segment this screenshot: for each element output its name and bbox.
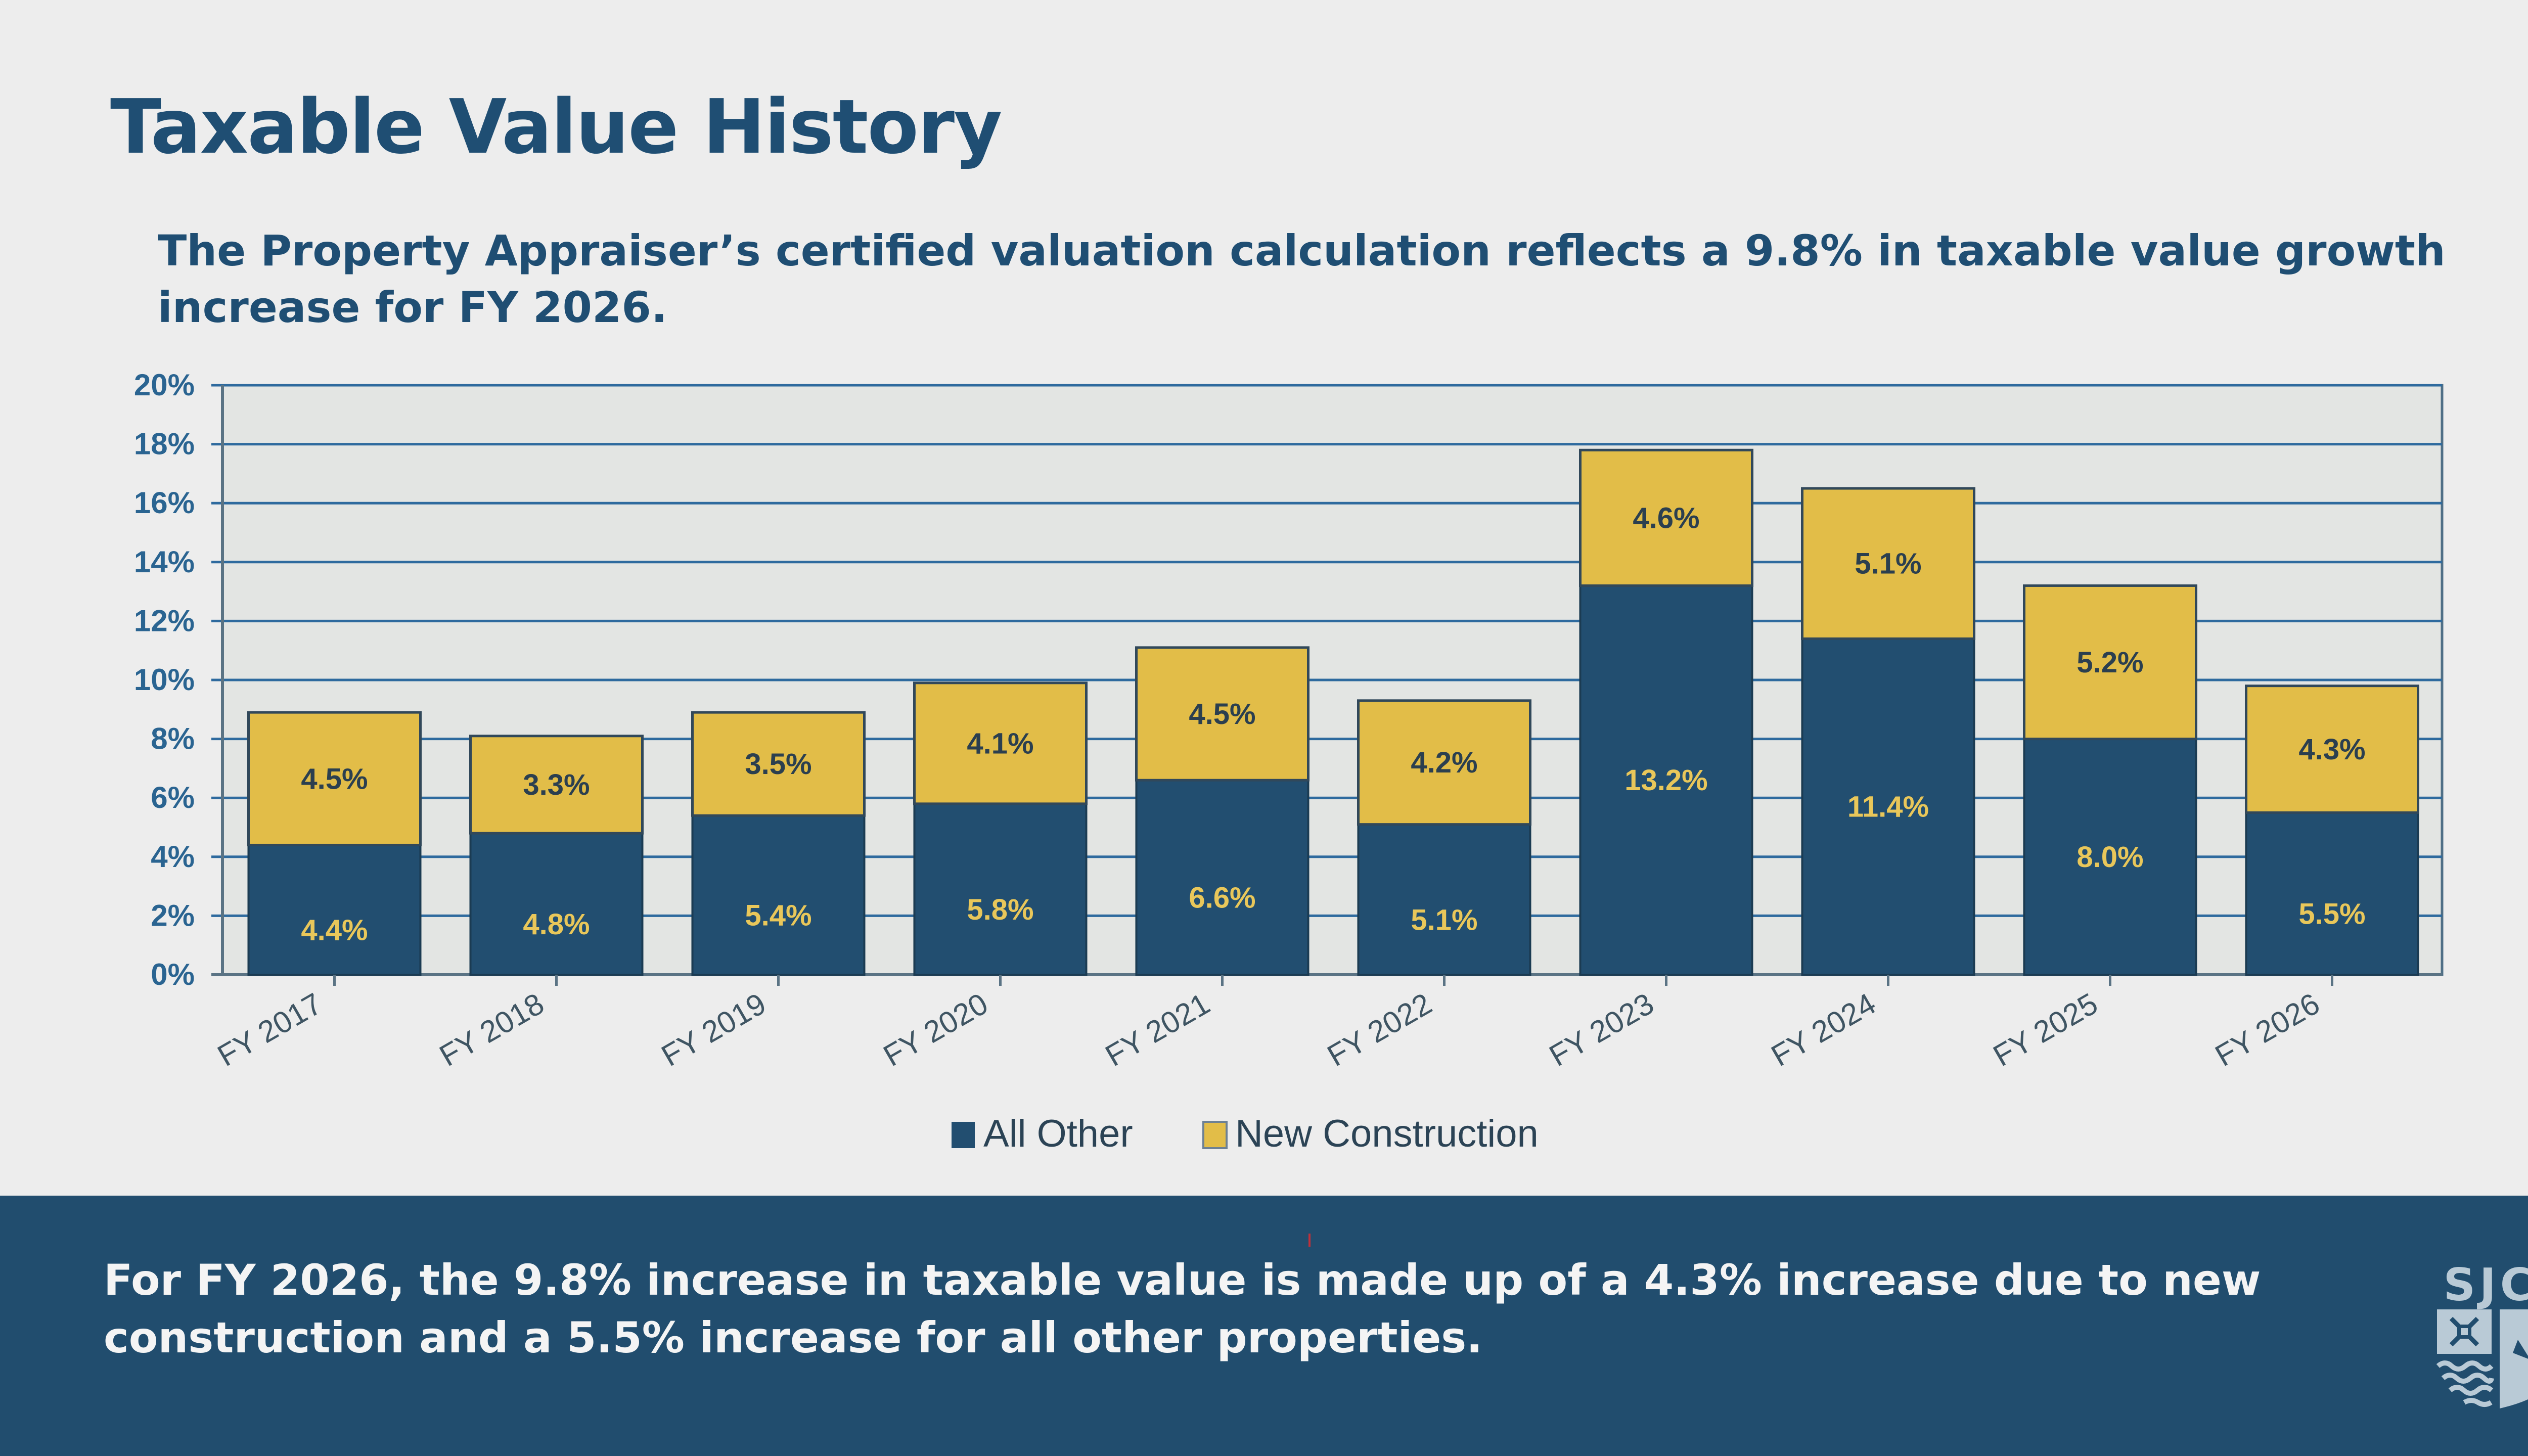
x-tick-label: FY 2019: [656, 986, 772, 1073]
data-label-all-other: 5.1%: [1411, 903, 1477, 936]
logo-text: SJC: [2443, 1259, 2528, 1311]
data-label-new-construction: 4.3%: [2298, 733, 2365, 766]
bar-all-other: [247, 844, 422, 976]
data-label-all-other: 4.4%: [301, 914, 368, 947]
bar-all-other: [1357, 823, 1531, 976]
legend-swatch-all-other: [952, 1122, 975, 1148]
bar-new-construction: [2245, 685, 2419, 814]
data-label-all-other: 5.5%: [2298, 898, 2365, 931]
bar-all-other: [2245, 811, 2419, 976]
bar-all-other: [2023, 738, 2197, 976]
data-label-all-other: 8.0%: [2076, 841, 2143, 874]
y-tick-label: 14%: [134, 545, 195, 579]
y-tick-label: 0%: [151, 958, 195, 991]
bar-new-construction: [1579, 448, 1753, 587]
data-label-all-other: 4.8%: [523, 908, 590, 941]
data-label-new-construction: 4.6%: [1633, 502, 1699, 534]
y-tick-label: 2%: [151, 898, 195, 932]
x-tick-label: FY 2018: [434, 986, 550, 1073]
y-tick-label: 4%: [151, 840, 195, 874]
county-logo: SJC: [2422, 1259, 2528, 1426]
data-label-new-construction: 5.2%: [2076, 646, 2143, 679]
x-tick-label: FY 2017: [212, 986, 328, 1073]
bar-new-construction: [247, 711, 422, 846]
data-label-all-other: 5.8%: [967, 893, 1033, 926]
legend-swatch-new-construction: [1202, 1121, 1228, 1149]
data-label-new-construction: 3.5%: [745, 748, 811, 781]
y-tick-label: 10%: [134, 663, 195, 697]
bar-new-construction: [2023, 584, 2197, 741]
x-tick-label: FY 2021: [1100, 986, 1215, 1073]
x-tick-label: FY 2024: [1766, 986, 1881, 1073]
data-label-new-construction: 4.5%: [301, 762, 368, 795]
footer-banner: [0, 1196, 2528, 1456]
bar-new-construction: [469, 735, 644, 835]
cursor-mark: [1308, 1234, 1311, 1247]
bar-new-construction: [1357, 699, 1531, 826]
x-tick-label: FY 2025: [1988, 986, 2103, 1073]
county-shield-crest-icon: [2436, 1309, 2528, 1408]
bar-new-construction: [1135, 646, 1310, 782]
data-label-all-other: 13.2%: [1624, 764, 1707, 797]
x-tick-label: FY 2023: [1544, 986, 1659, 1073]
bar-all-other: [1801, 638, 1975, 976]
bar-all-other: [691, 814, 866, 976]
data-label-all-other: 5.4%: [745, 899, 811, 932]
data-label-new-construction: 5.1%: [1855, 548, 1921, 580]
legend-label-all-other: All Other: [983, 1112, 1133, 1155]
bar-all-other: [469, 832, 644, 976]
y-tick-label: 6%: [151, 781, 195, 814]
y-tick-label: 18%: [134, 427, 195, 461]
y-tick-label: 20%: [134, 368, 195, 402]
y-tick-label: 12%: [134, 604, 195, 638]
x-tick-label: FY 2022: [1322, 986, 1437, 1073]
bar-new-construction: [1801, 487, 1975, 640]
data-label-all-other: 11.4%: [1847, 791, 1929, 824]
slide-subtitle: The Property Appraiser’s certified valua…: [158, 226, 2446, 332]
bar-new-construction: [913, 681, 1088, 805]
legend-label-new-construction: New Construction: [1235, 1112, 1539, 1155]
x-tick-label: FY 2020: [878, 986, 994, 1073]
stacked-bar-chart: 0% 2% 4% 6% 8% 10% 12% 14% 16% 18% 20% 4.4% 4.5% 4.8…: [134, 368, 2444, 1155]
y-tick-label: 16%: [134, 486, 195, 520]
slide-title: Taxable Value History: [110, 83, 1003, 170]
data-label-new-construction: 4.5%: [1189, 698, 1255, 731]
y-tick-label: 8%: [151, 722, 195, 756]
bar-all-other: [913, 802, 1088, 976]
data-label-new-construction: 4.1%: [967, 727, 1033, 760]
data-label-new-construction: 4.2%: [1411, 746, 1477, 779]
bar-all-other: [1135, 779, 1310, 976]
data-label-new-construction: 3.3%: [523, 768, 590, 801]
data-label-all-other: 6.6%: [1189, 882, 1255, 915]
x-tick-label: FY 2026: [2209, 986, 2325, 1073]
footer-summary-text: For FY 2026, the 9.8% increase in taxabl…: [104, 1255, 2261, 1362]
bar-new-construction: [691, 711, 866, 817]
